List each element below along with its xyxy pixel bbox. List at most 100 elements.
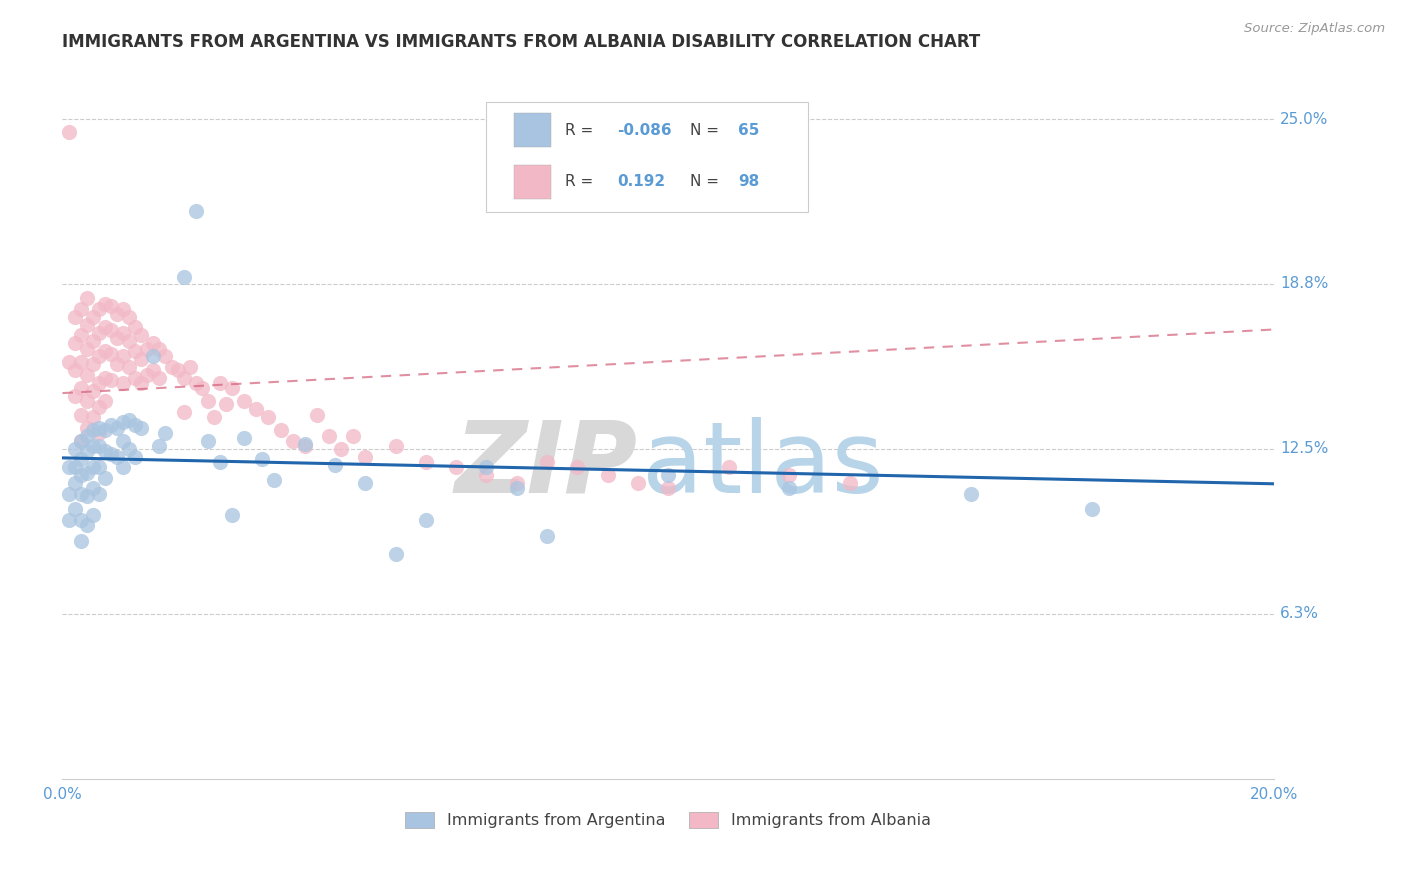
Point bbox=[82, 423, 104, 437]
Point bbox=[58, 355, 80, 369]
Point bbox=[475, 468, 498, 483]
Point bbox=[63, 460, 86, 475]
FancyBboxPatch shape bbox=[486, 102, 807, 212]
Point bbox=[354, 450, 377, 464]
Point bbox=[94, 471, 117, 485]
Point bbox=[142, 362, 165, 376]
Point bbox=[475, 460, 498, 475]
Point bbox=[69, 355, 91, 369]
Point bbox=[173, 370, 195, 384]
Point bbox=[94, 320, 117, 334]
Point bbox=[112, 416, 135, 430]
Point bbox=[87, 425, 110, 440]
Point bbox=[94, 423, 117, 437]
Point bbox=[124, 370, 146, 384]
Point bbox=[87, 486, 110, 500]
Point bbox=[124, 418, 146, 433]
Legend: Immigrants from Argentina, Immigrants from Albania: Immigrants from Argentina, Immigrants fr… bbox=[399, 805, 938, 835]
Point bbox=[1081, 502, 1104, 516]
Point bbox=[87, 350, 110, 364]
Point bbox=[69, 328, 91, 343]
Point bbox=[330, 442, 353, 456]
Point bbox=[94, 370, 117, 384]
Point bbox=[305, 408, 328, 422]
Point bbox=[166, 362, 188, 376]
Point bbox=[160, 359, 183, 374]
Point bbox=[76, 466, 98, 480]
Point bbox=[142, 336, 165, 351]
Point bbox=[173, 270, 195, 285]
Point bbox=[76, 394, 98, 409]
Point bbox=[221, 381, 243, 395]
Point bbox=[63, 310, 86, 324]
Point bbox=[627, 476, 650, 491]
Point bbox=[197, 434, 219, 448]
Text: 6.3%: 6.3% bbox=[1279, 607, 1319, 621]
Point bbox=[87, 439, 110, 453]
Point bbox=[342, 428, 364, 442]
Text: 65: 65 bbox=[738, 122, 759, 137]
Point bbox=[184, 204, 207, 219]
Point bbox=[100, 323, 122, 337]
Point bbox=[208, 376, 231, 390]
Point bbox=[567, 460, 589, 475]
Point bbox=[506, 476, 529, 491]
Point bbox=[215, 397, 238, 411]
Point bbox=[444, 460, 467, 475]
Point bbox=[129, 328, 152, 343]
Point bbox=[69, 434, 91, 448]
Text: Source: ZipAtlas.com: Source: ZipAtlas.com bbox=[1244, 22, 1385, 36]
Point bbox=[69, 301, 91, 316]
Text: R =: R = bbox=[565, 174, 599, 189]
Point bbox=[202, 410, 225, 425]
Point bbox=[384, 547, 406, 561]
Point bbox=[118, 413, 141, 427]
Point bbox=[208, 455, 231, 469]
Point bbox=[142, 350, 165, 364]
Point bbox=[129, 352, 152, 367]
Point bbox=[191, 381, 214, 395]
Point bbox=[118, 334, 141, 348]
Text: R =: R = bbox=[565, 122, 599, 137]
Point bbox=[221, 508, 243, 522]
Point bbox=[69, 468, 91, 483]
Point bbox=[778, 468, 800, 483]
Point bbox=[87, 376, 110, 390]
Point bbox=[69, 452, 91, 467]
Point bbox=[100, 373, 122, 387]
Text: -0.086: -0.086 bbox=[617, 122, 672, 137]
Point bbox=[318, 428, 340, 442]
Point bbox=[87, 460, 110, 475]
Point bbox=[94, 344, 117, 359]
Point bbox=[506, 482, 529, 496]
Point bbox=[536, 455, 558, 469]
Point bbox=[100, 347, 122, 361]
Point bbox=[281, 434, 304, 448]
Point bbox=[155, 350, 177, 364]
Point bbox=[270, 423, 292, 437]
Text: 18.8%: 18.8% bbox=[1279, 277, 1329, 292]
Point bbox=[76, 342, 98, 356]
Point bbox=[148, 342, 170, 356]
Point bbox=[197, 394, 219, 409]
Point bbox=[179, 359, 201, 374]
Point bbox=[76, 420, 98, 434]
Point bbox=[82, 310, 104, 324]
Point bbox=[257, 410, 280, 425]
Point bbox=[252, 452, 274, 467]
Point bbox=[63, 336, 86, 351]
Point bbox=[63, 442, 86, 456]
Point bbox=[69, 513, 91, 527]
Point bbox=[838, 476, 860, 491]
Point bbox=[148, 370, 170, 384]
Point bbox=[76, 428, 98, 442]
Point bbox=[136, 368, 159, 382]
Point bbox=[58, 513, 80, 527]
Point bbox=[148, 439, 170, 453]
Point bbox=[415, 513, 437, 527]
Point bbox=[82, 460, 104, 475]
Text: 0.192: 0.192 bbox=[617, 174, 665, 189]
Point bbox=[129, 420, 152, 434]
Point bbox=[596, 468, 619, 483]
Point bbox=[112, 376, 135, 390]
